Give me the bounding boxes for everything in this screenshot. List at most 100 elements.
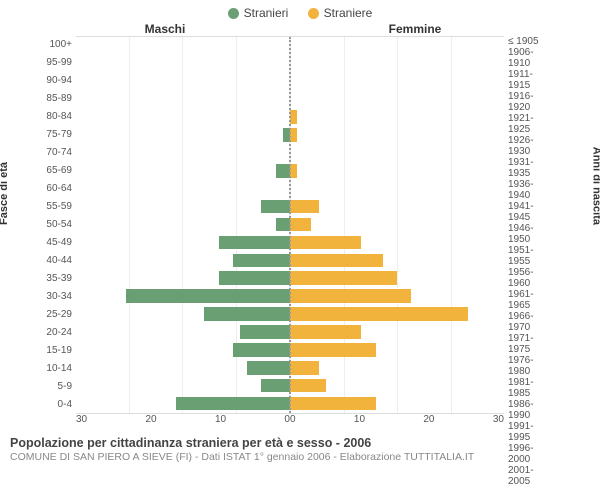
bar-male <box>276 164 290 178</box>
header-male: Maschi <box>0 22 290 36</box>
swatch-male <box>228 8 239 19</box>
bar-male <box>247 361 290 375</box>
female-half <box>290 37 504 413</box>
bar-female <box>290 218 311 232</box>
bar-row-male <box>76 72 290 90</box>
bar-row-female <box>290 90 504 108</box>
x-tick: 10 <box>354 414 365 432</box>
birth-tick: 1911-1915 <box>508 69 540 91</box>
birth-tick: 1961-1965 <box>508 289 540 311</box>
legend-label-female: Straniere <box>324 6 373 20</box>
age-tick: 35-39 <box>40 273 72 284</box>
legend-label-male: Stranieri <box>244 6 289 20</box>
chart-subtitle: COMUNE DI SAN PIERO A SIEVE (FI) - Dati … <box>10 451 590 463</box>
birth-tick: 1946-1950 <box>508 223 540 245</box>
bar-male <box>126 289 290 303</box>
center-line <box>289 37 291 413</box>
bar-row-male <box>76 395 290 413</box>
chart-area: Fasce di età Anni di nascita 100+95-9990… <box>0 36 600 414</box>
age-tick: 85-89 <box>40 93 72 104</box>
bar-female <box>290 289 411 303</box>
bar-row-female <box>290 144 504 162</box>
x-tick: 20 <box>145 414 156 432</box>
age-tick: 55-59 <box>40 201 72 212</box>
x-tick: 0 <box>290 414 296 432</box>
age-tick: 75-79 <box>40 129 72 140</box>
birth-tick: 1996-2000 <box>508 443 540 465</box>
birth-tick: 1991-1995 <box>508 421 540 443</box>
bar-row-female <box>290 233 504 251</box>
bar-row-female <box>290 359 504 377</box>
bar-female <box>290 110 297 124</box>
bar-row-female <box>290 377 504 395</box>
bar-female <box>290 343 376 357</box>
bar-male <box>261 379 290 393</box>
birth-tick: 1936-1940 <box>508 179 540 201</box>
age-tick: 40-44 <box>40 255 72 266</box>
bar-row-male <box>76 269 290 287</box>
bar-female <box>290 361 319 375</box>
bar-row-male <box>76 305 290 323</box>
bar-row-female <box>290 126 504 144</box>
bar-female <box>290 397 376 411</box>
bar-row-male <box>76 341 290 359</box>
bar-row-female <box>290 54 504 72</box>
bar-row-female <box>290 395 504 413</box>
bar-row-female <box>290 341 504 359</box>
age-tick: 45-49 <box>40 237 72 248</box>
chart-title: Popolazione per cittadinanza straniera p… <box>10 436 590 450</box>
swatch-female <box>308 8 319 19</box>
birth-tick: 1956-1960 <box>508 267 540 289</box>
column-headers: Maschi Femmine <box>0 22 600 36</box>
age-tick: 30-34 <box>40 291 72 302</box>
bar-row-male <box>76 180 290 198</box>
bar-row-female <box>290 287 504 305</box>
x-tick: 30 <box>493 414 504 432</box>
age-tick: 95-99 <box>40 57 72 68</box>
x-tick: 30 <box>76 414 87 432</box>
bar-female <box>290 164 297 178</box>
age-tick: 60-64 <box>40 183 72 194</box>
bar-male <box>219 236 290 250</box>
bar-male <box>233 254 290 268</box>
bar-male <box>219 271 290 285</box>
birth-tick: 1971-1975 <box>508 333 540 355</box>
age-tick: 50-54 <box>40 219 72 230</box>
bar-row-male <box>76 359 290 377</box>
bar-row-female <box>290 37 504 55</box>
bar-row-female <box>290 198 504 216</box>
birth-tick: 1941-1945 <box>508 201 540 223</box>
birth-tick: ≤ 1905 <box>508 36 540 47</box>
bar-male <box>240 325 290 339</box>
y-axis-label-right: Anni di nascita <box>590 146 600 224</box>
bar-female <box>290 379 326 393</box>
bar-row-female <box>290 216 504 234</box>
bar-row-male <box>76 162 290 180</box>
birth-tick: 2001-2005 <box>508 465 540 487</box>
age-tick: 0-4 <box>40 399 72 410</box>
bar-female <box>290 307 468 321</box>
x-ticks-male: 0102030 <box>76 414 290 432</box>
birth-tick: 1966-1970 <box>508 311 540 333</box>
bar-female <box>290 200 319 214</box>
bar-male <box>276 218 290 232</box>
x-ticks-female: 0 10 20 30 <box>290 414 504 432</box>
bar-male <box>204 307 290 321</box>
bar-row-female <box>290 323 504 341</box>
bar-row-male <box>76 198 290 216</box>
bar-row-female <box>290 269 504 287</box>
birth-tick: 1921-1925 <box>508 113 540 135</box>
bars-female <box>290 37 504 413</box>
x-tick: 20 <box>423 414 434 432</box>
bar-female <box>290 254 383 268</box>
bar-row-male <box>76 377 290 395</box>
bar-row-male <box>76 323 290 341</box>
age-tick: 5-9 <box>40 381 72 392</box>
bar-female <box>290 236 361 250</box>
bar-row-female <box>290 108 504 126</box>
bar-row-male <box>76 287 290 305</box>
age-tick: 70-74 <box>40 147 72 158</box>
bar-female <box>290 271 397 285</box>
bar-male <box>233 343 290 357</box>
x-tick: 10 <box>215 414 226 432</box>
